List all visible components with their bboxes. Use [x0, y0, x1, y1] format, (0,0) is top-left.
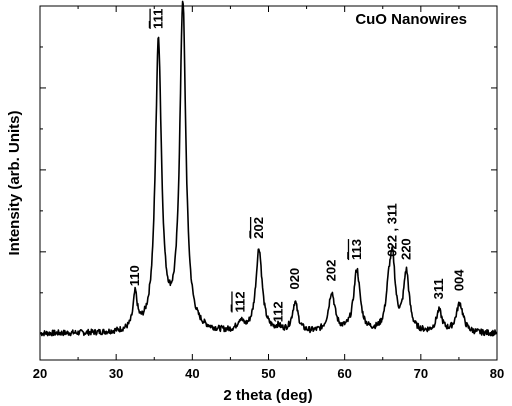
x-ticks: 20 30 40 50 60 70 80: [33, 6, 504, 381]
x-tick-label: 40: [185, 366, 199, 381]
x-tick-label: 60: [337, 366, 351, 381]
chart-title: CuO Nanowires: [355, 11, 467, 28]
x-tick-label: 50: [261, 366, 275, 381]
peak-label: 113: [349, 239, 364, 260]
peak-label: 112: [232, 291, 247, 312]
x-tick-label: 80: [490, 366, 504, 381]
peak-label: 020: [287, 268, 302, 290]
peak-label: 311: [431, 278, 446, 299]
peak-label: 022 , 311: [385, 203, 400, 257]
peak-label: 220: [398, 238, 413, 260]
peak-label: 202: [251, 217, 266, 239]
peak-label: 004: [452, 269, 467, 291]
x-tick-label: 70: [414, 366, 428, 381]
x-tick-label: 20: [33, 366, 47, 381]
peak-label: 111: [150, 9, 165, 29]
peak-labels: 110111111112202112020202113022 , 3112203…: [127, 9, 467, 323]
x-tick-label: 30: [109, 366, 123, 381]
x-axis-label: 2 theta (deg): [223, 387, 312, 404]
peak-label: 202: [324, 260, 339, 282]
y-axis-label: Intensity (arb. Units): [6, 110, 23, 255]
peak-label: 112: [270, 301, 285, 322]
y-ticks: [40, 46, 497, 335]
series-line: [40, 0, 497, 337]
peak-label: 110: [127, 265, 142, 286]
plot-frame: [39, 5, 498, 361]
